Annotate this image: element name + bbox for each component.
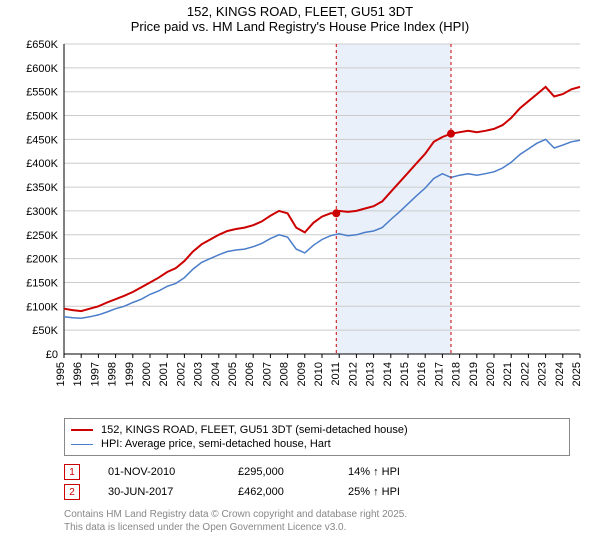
svg-text:2021: 2021 xyxy=(502,362,514,386)
legend-item: HPI: Average price, semi-detached house,… xyxy=(71,437,563,451)
svg-text:1999: 1999 xyxy=(124,362,136,386)
sale-date: 30-JUN-2017 xyxy=(108,486,238,498)
sale-date: 01-NOV-2010 xyxy=(108,466,238,478)
svg-text:2020: 2020 xyxy=(485,362,497,386)
svg-text:2016: 2016 xyxy=(416,362,428,386)
svg-text:£200K: £200K xyxy=(26,254,58,266)
svg-text:£300K: £300K xyxy=(26,206,58,218)
svg-text:1996: 1996 xyxy=(72,362,84,386)
sale-vs-hpi: 25% ↑ HPI xyxy=(348,486,400,498)
svg-text:2017: 2017 xyxy=(433,362,445,386)
svg-text:£50K: £50K xyxy=(32,325,58,337)
svg-text:2023: 2023 xyxy=(537,362,549,386)
sale-row: 1 01-NOV-2010£295,00014% ↑ HPI xyxy=(64,462,570,482)
svg-text:2009: 2009 xyxy=(296,362,308,386)
svg-text:2001: 2001 xyxy=(158,362,170,386)
svg-text:2013: 2013 xyxy=(365,362,377,386)
svg-text:£600K: £600K xyxy=(26,63,58,75)
legend-swatch xyxy=(71,429,93,431)
svg-text:2005: 2005 xyxy=(227,362,239,386)
svg-text:2004: 2004 xyxy=(210,362,222,386)
svg-text:2000: 2000 xyxy=(141,362,153,386)
legend-label: 152, KINGS ROAD, FLEET, GU51 3DT (semi-d… xyxy=(101,424,408,436)
svg-text:2011: 2011 xyxy=(330,362,342,386)
svg-text:2003: 2003 xyxy=(193,362,205,386)
svg-text:£350K: £350K xyxy=(26,182,58,194)
footnote: Contains HM Land Registry data © Crown c… xyxy=(64,508,570,534)
svg-text:£550K: £550K xyxy=(26,87,58,99)
svg-text:2014: 2014 xyxy=(382,362,394,386)
svg-text:£450K: £450K xyxy=(26,134,58,146)
svg-text:2018: 2018 xyxy=(451,362,463,386)
svg-text:2012: 2012 xyxy=(347,362,359,386)
svg-text:£500K: £500K xyxy=(26,111,58,123)
sale-price: £295,000 xyxy=(238,466,348,478)
svg-text:2002: 2002 xyxy=(175,362,187,386)
svg-text:2019: 2019 xyxy=(468,362,480,386)
svg-text:1995: 1995 xyxy=(55,362,67,386)
svg-text:2006: 2006 xyxy=(244,362,256,386)
svg-text:1997: 1997 xyxy=(89,362,101,386)
legend: 152, KINGS ROAD, FLEET, GU51 3DT (semi-d… xyxy=(64,418,570,456)
sale-row: 2 30-JUN-2017£462,00025% ↑ HPI xyxy=(64,482,570,502)
chart-title: 152, KINGS ROAD, FLEET, GU51 3DT xyxy=(0,4,600,19)
svg-text:£0: £0 xyxy=(46,349,58,361)
svg-text:2022: 2022 xyxy=(519,362,531,386)
svg-text:2024: 2024 xyxy=(554,362,566,386)
svg-text:1998: 1998 xyxy=(107,362,119,386)
svg-text:2010: 2010 xyxy=(313,362,325,386)
svg-text:£150K: £150K xyxy=(26,277,58,289)
sales-table: 1 01-NOV-2010£295,00014% ↑ HPI 2 30-JUN-201… xyxy=(64,462,570,502)
sale-vs-hpi: 14% ↑ HPI xyxy=(348,466,400,478)
svg-text:2007: 2007 xyxy=(261,362,273,386)
footnote-line: This data is licensed under the Open Gov… xyxy=(64,521,570,534)
sale-marker-icon: 1 xyxy=(64,464,80,480)
legend-label: HPI: Average price, semi-detached house,… xyxy=(101,438,331,450)
legend-swatch xyxy=(71,444,93,445)
svg-text:2015: 2015 xyxy=(399,362,411,386)
footnote-line: Contains HM Land Registry data © Crown c… xyxy=(64,508,570,521)
legend-item: 152, KINGS ROAD, FLEET, GU51 3DT (semi-d… xyxy=(71,423,563,437)
svg-text:2008: 2008 xyxy=(279,362,291,386)
line-chart-svg: £0 £50K £100K £150K £200K £250K £300K £350K £400… xyxy=(0,34,600,414)
sale-marker-icon: 2 xyxy=(64,484,80,500)
chart-subtitle: Price paid vs. HM Land Registry's House … xyxy=(0,19,600,34)
svg-text:£100K: £100K xyxy=(26,301,58,313)
title-block: 152, KINGS ROAD, FLEET, GU51 3DT Price p… xyxy=(0,0,600,34)
svg-text:£650K: £650K xyxy=(26,39,58,51)
sale-price: £462,000 xyxy=(238,486,348,498)
chart-container: 152, KINGS ROAD, FLEET, GU51 3DT Price p… xyxy=(0,0,600,534)
svg-text:£400K: £400K xyxy=(26,158,58,170)
chart-area: £0 £50K £100K £150K £200K £250K £300K £350K £400… xyxy=(0,34,600,414)
svg-text:2025: 2025 xyxy=(571,362,583,386)
svg-text:£250K: £250K xyxy=(26,230,58,242)
